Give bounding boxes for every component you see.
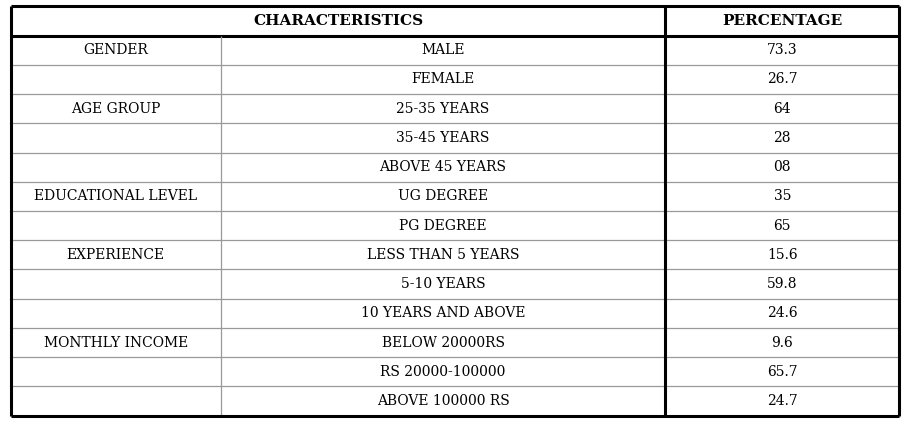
Text: 9.6: 9.6 <box>772 335 794 349</box>
Text: 35-45 YEARS: 35-45 YEARS <box>397 131 490 145</box>
Text: 5-10 YEARS: 5-10 YEARS <box>400 277 485 291</box>
Text: PERCENTAGE: PERCENTAGE <box>723 14 843 28</box>
Text: 24.6: 24.6 <box>767 306 797 320</box>
Text: UG DEGREE: UG DEGREE <box>398 189 488 203</box>
Text: BELOW 20000RS: BELOW 20000RS <box>381 335 504 349</box>
Text: 73.3: 73.3 <box>767 43 797 57</box>
Text: 35: 35 <box>774 189 791 203</box>
Text: PG DEGREE: PG DEGREE <box>399 219 487 233</box>
Text: 26.7: 26.7 <box>767 73 797 87</box>
Text: 15.6: 15.6 <box>767 248 797 262</box>
Text: EXPERIENCE: EXPERIENCE <box>66 248 165 262</box>
Text: AGE GROUP: AGE GROUP <box>71 102 160 116</box>
Text: ABOVE 100000 RS: ABOVE 100000 RS <box>377 394 510 408</box>
Text: ABOVE 45 YEARS: ABOVE 45 YEARS <box>379 160 507 174</box>
Text: 59.8: 59.8 <box>767 277 797 291</box>
Text: MALE: MALE <box>421 43 465 57</box>
Text: CHARACTERISTICS: CHARACTERISTICS <box>253 14 423 28</box>
Text: LESS THAN 5 YEARS: LESS THAN 5 YEARS <box>367 248 520 262</box>
Text: MONTHLY INCOME: MONTHLY INCOME <box>44 335 187 349</box>
Text: RS 20000-100000: RS 20000-100000 <box>380 365 506 379</box>
Text: 65: 65 <box>774 219 791 233</box>
Text: 65.7: 65.7 <box>767 365 797 379</box>
Text: EDUCATIONAL LEVEL: EDUCATIONAL LEVEL <box>35 189 197 203</box>
Text: 10 YEARS AND ABOVE: 10 YEARS AND ABOVE <box>360 306 525 320</box>
Text: 28: 28 <box>774 131 791 145</box>
Text: 24.7: 24.7 <box>767 394 798 408</box>
Text: GENDER: GENDER <box>84 43 148 57</box>
Text: 25-35 YEARS: 25-35 YEARS <box>397 102 490 116</box>
Text: 08: 08 <box>774 160 791 174</box>
Text: 64: 64 <box>774 102 791 116</box>
Text: FEMALE: FEMALE <box>411 73 475 87</box>
